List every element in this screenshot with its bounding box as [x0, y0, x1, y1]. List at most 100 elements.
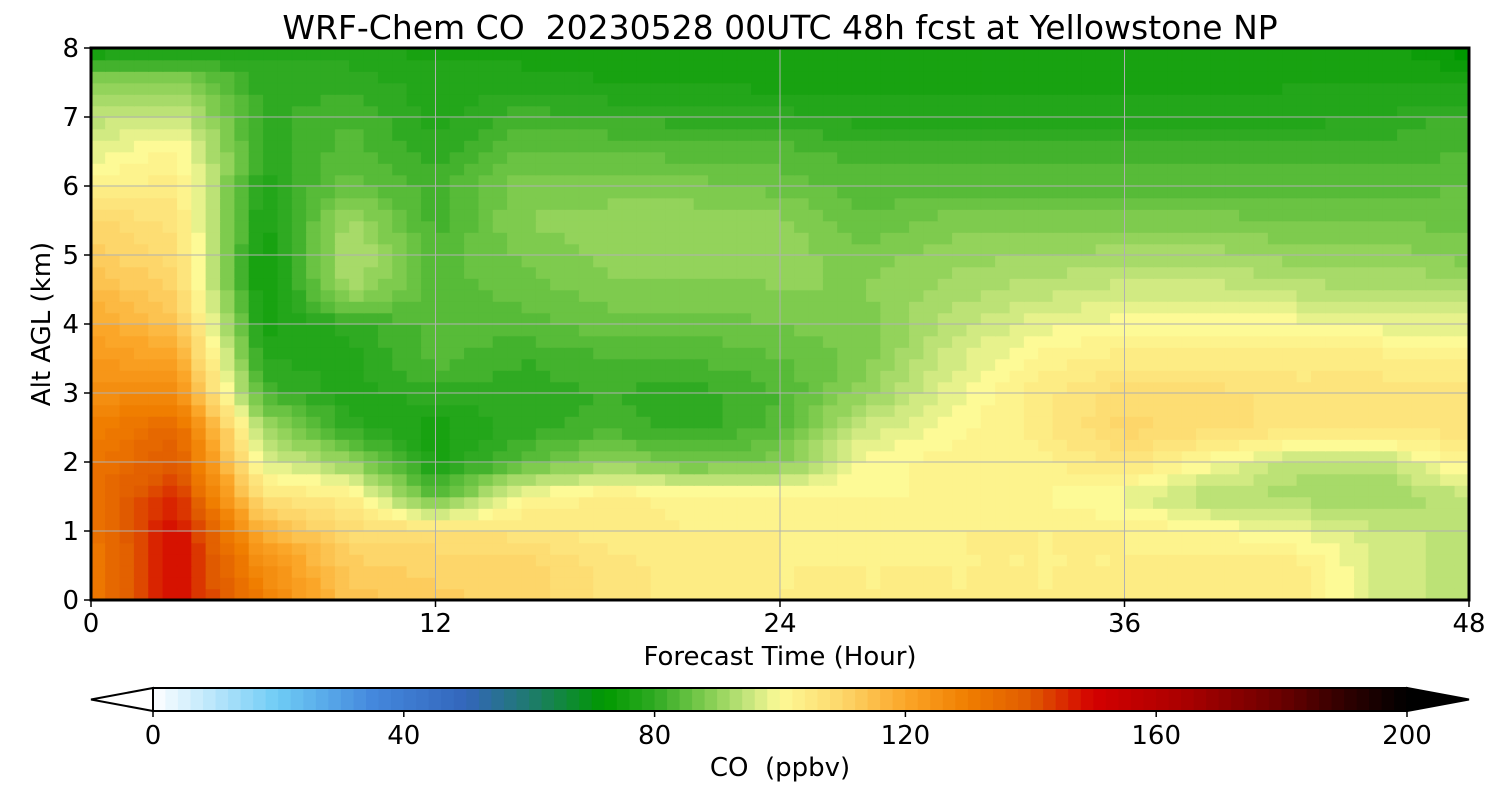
co-cell: [1253, 473, 1269, 486]
co-cell: [708, 312, 724, 325]
co-cell: [794, 59, 810, 72]
co-cell: [1454, 277, 1469, 291]
co-cell: [722, 128, 738, 141]
co-cell: [837, 82, 853, 95]
co-cell: [708, 484, 724, 498]
co-cell: [1196, 185, 1212, 199]
co-cell: [1167, 381, 1183, 394]
co-cell: [205, 381, 221, 394]
co-cell: [1397, 346, 1413, 360]
co-cell: [478, 473, 494, 486]
co-cell: [406, 289, 422, 302]
co-cell: [263, 300, 279, 314]
co-cell: [377, 254, 394, 268]
colorbar-level: [729, 687, 744, 712]
co-cell: [1181, 300, 1198, 314]
co-cell: [234, 473, 250, 486]
co-cell: [420, 70, 437, 84]
co-cell: [435, 289, 451, 302]
co-cell: [105, 82, 121, 95]
co-cell: [205, 392, 221, 406]
co-cell: [1210, 197, 1226, 210]
co-cell: [1196, 128, 1212, 141]
co-cell: [320, 82, 336, 95]
co-cell: [133, 93, 150, 107]
co-cell: [105, 404, 121, 417]
co-cell: [894, 289, 910, 302]
co-cell: [909, 461, 925, 475]
co-cell: [277, 335, 293, 348]
co-cell: [736, 565, 753, 578]
co-cell: [119, 174, 135, 187]
co-cell: [521, 392, 537, 406]
co-cell: [751, 358, 767, 371]
co-cell: [808, 312, 824, 325]
co-cell: [449, 427, 465, 440]
co-cell: [191, 530, 207, 544]
co-cell: [578, 162, 595, 176]
co-cell: [794, 277, 810, 291]
co-cell: [1282, 231, 1298, 245]
co-cell: [1339, 48, 1355, 61]
co-cell: [1282, 59, 1298, 72]
co-cell: [822, 208, 839, 222]
co-cell: [822, 116, 839, 130]
co-cell: [507, 220, 523, 233]
co-cell: [1296, 48, 1312, 61]
co-cell: [1296, 335, 1312, 348]
co-cell: [133, 369, 150, 383]
co-cell: [1153, 151, 1169, 164]
co-cell: [607, 254, 623, 268]
colorbar-level: [215, 687, 229, 712]
co-cell: [1110, 438, 1126, 452]
co-cell: [148, 162, 164, 176]
co-cell: [693, 450, 709, 463]
co-cell: [1454, 392, 1469, 406]
colorbar-level: [1243, 687, 1258, 712]
co-cell: [334, 358, 351, 371]
co-cell: [105, 197, 121, 210]
co-cell: [1052, 427, 1068, 440]
co-cell: [636, 197, 652, 210]
co-cell: [105, 450, 121, 463]
co-cell: [708, 473, 724, 486]
co-cell: [234, 105, 250, 118]
co-cell: [593, 231, 609, 245]
co-cell: [392, 484, 408, 498]
co-cell: [1253, 185, 1269, 199]
co-cell: [1440, 82, 1456, 95]
co-cell: [1239, 277, 1255, 291]
colorbar-level: [441, 687, 455, 712]
co-cell: [521, 496, 537, 509]
co-cell: [263, 185, 279, 199]
co-cell: [1253, 553, 1269, 567]
co-cell: [349, 208, 365, 222]
co-cell: [894, 346, 910, 360]
co-cell: [708, 59, 724, 72]
co-cell: [923, 484, 939, 498]
co-cell: [937, 139, 954, 153]
co-cell: [736, 300, 753, 314]
co-cell: [1440, 243, 1456, 256]
co-cell: [923, 254, 939, 268]
colorbar-level: [993, 687, 1007, 712]
co-cell: [507, 139, 523, 153]
co-cell: [1181, 438, 1198, 452]
co-cell: [377, 576, 394, 590]
co-cell: [980, 450, 997, 463]
co-cell: [937, 312, 954, 325]
co-cell: [1267, 300, 1284, 314]
co-cell: [851, 427, 867, 440]
co-cell: [464, 553, 480, 567]
co-cell: [865, 48, 882, 61]
co-cell: [1210, 139, 1226, 153]
co-cell: [449, 392, 465, 406]
co-cell: [1224, 151, 1241, 164]
co-cell: [1325, 243, 1341, 256]
co-cell: [191, 162, 207, 176]
co-cell: [1181, 507, 1198, 521]
co-cell: [995, 346, 1011, 360]
co-cell: [837, 197, 853, 210]
co-cell: [449, 496, 465, 509]
co-cell: [1196, 438, 1212, 452]
